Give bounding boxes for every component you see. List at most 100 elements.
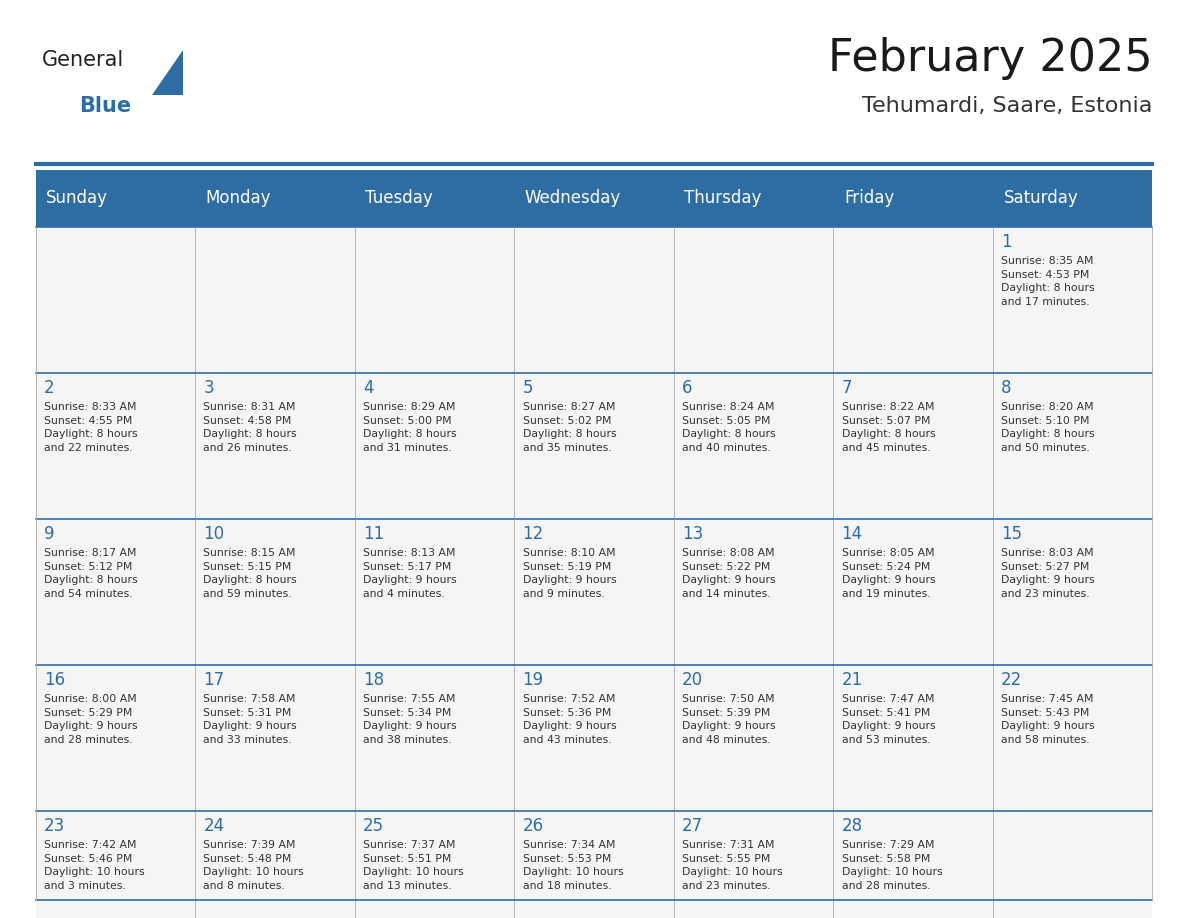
Bar	[36, 227, 195, 373]
Text: Blue: Blue	[80, 96, 132, 117]
Text: Sunrise: 7:39 AM
Sunset: 5:48 PM
Daylight: 10 hours
and 8 minutes.: Sunrise: 7:39 AM Sunset: 5:48 PM Dayligh…	[203, 840, 304, 890]
Bar	[36, 170, 1152, 227]
Text: 24: 24	[203, 817, 225, 835]
Bar	[993, 665, 1152, 811]
Bar	[833, 227, 993, 373]
Bar	[355, 519, 514, 665]
Text: 14: 14	[841, 525, 862, 543]
Bar	[195, 373, 355, 519]
Text: 9: 9	[44, 525, 55, 543]
Text: Sunrise: 8:20 AM
Sunset: 5:10 PM
Daylight: 8 hours
and 50 minutes.: Sunrise: 8:20 AM Sunset: 5:10 PM Dayligh…	[1001, 402, 1095, 453]
Text: Sunrise: 8:00 AM
Sunset: 5:29 PM
Daylight: 9 hours
and 28 minutes.: Sunrise: 8:00 AM Sunset: 5:29 PM Dayligh…	[44, 694, 138, 744]
Text: Sunrise: 7:45 AM
Sunset: 5:43 PM
Daylight: 9 hours
and 58 minutes.: Sunrise: 7:45 AM Sunset: 5:43 PM Dayligh…	[1001, 694, 1095, 744]
Bar	[355, 227, 514, 373]
Text: Sunrise: 8:22 AM
Sunset: 5:07 PM
Daylight: 8 hours
and 45 minutes.: Sunrise: 8:22 AM Sunset: 5:07 PM Dayligh…	[841, 402, 935, 453]
Text: 25: 25	[364, 817, 384, 835]
Bar	[36, 519, 195, 665]
Polygon shape	[152, 50, 183, 95]
Bar	[674, 519, 833, 665]
Text: 27: 27	[682, 817, 703, 835]
Bar	[674, 373, 833, 519]
Text: Monday: Monday	[206, 189, 271, 207]
Text: Sunrise: 7:58 AM
Sunset: 5:31 PM
Daylight: 9 hours
and 33 minutes.: Sunrise: 7:58 AM Sunset: 5:31 PM Dayligh…	[203, 694, 297, 744]
Text: Sunrise: 7:52 AM
Sunset: 5:36 PM
Daylight: 9 hours
and 43 minutes.: Sunrise: 7:52 AM Sunset: 5:36 PM Dayligh…	[523, 694, 617, 744]
Text: 3: 3	[203, 379, 214, 397]
Text: Sunrise: 8:31 AM
Sunset: 4:58 PM
Daylight: 8 hours
and 26 minutes.: Sunrise: 8:31 AM Sunset: 4:58 PM Dayligh…	[203, 402, 297, 453]
Text: Sunrise: 7:47 AM
Sunset: 5:41 PM
Daylight: 9 hours
and 53 minutes.: Sunrise: 7:47 AM Sunset: 5:41 PM Dayligh…	[841, 694, 935, 744]
Text: Saturday: Saturday	[1004, 189, 1079, 207]
Text: 22: 22	[1001, 671, 1023, 689]
Text: 15: 15	[1001, 525, 1022, 543]
Text: Sunrise: 8:33 AM
Sunset: 4:55 PM
Daylight: 8 hours
and 22 minutes.: Sunrise: 8:33 AM Sunset: 4:55 PM Dayligh…	[44, 402, 138, 453]
Text: Sunrise: 8:10 AM
Sunset: 5:19 PM
Daylight: 9 hours
and 9 minutes.: Sunrise: 8:10 AM Sunset: 5:19 PM Dayligh…	[523, 548, 617, 599]
Bar	[514, 665, 674, 811]
Bar	[195, 811, 355, 918]
Text: Sunrise: 8:05 AM
Sunset: 5:24 PM
Daylight: 9 hours
and 19 minutes.: Sunrise: 8:05 AM Sunset: 5:24 PM Dayligh…	[841, 548, 935, 599]
Text: 4: 4	[364, 379, 373, 397]
Text: 12: 12	[523, 525, 544, 543]
Bar	[195, 665, 355, 811]
Text: Sunrise: 7:37 AM
Sunset: 5:51 PM
Daylight: 10 hours
and 13 minutes.: Sunrise: 7:37 AM Sunset: 5:51 PM Dayligh…	[364, 840, 463, 890]
Text: Sunrise: 8:29 AM
Sunset: 5:00 PM
Daylight: 8 hours
and 31 minutes.: Sunrise: 8:29 AM Sunset: 5:00 PM Dayligh…	[364, 402, 456, 453]
Text: Tuesday: Tuesday	[366, 189, 434, 207]
Text: Sunday: Sunday	[46, 189, 108, 207]
Text: 11: 11	[364, 525, 384, 543]
Text: 5: 5	[523, 379, 533, 397]
Text: Sunrise: 7:55 AM
Sunset: 5:34 PM
Daylight: 9 hours
and 38 minutes.: Sunrise: 7:55 AM Sunset: 5:34 PM Dayligh…	[364, 694, 456, 744]
Bar	[514, 811, 674, 918]
Bar	[833, 373, 993, 519]
Bar	[36, 665, 195, 811]
Text: 26: 26	[523, 817, 544, 835]
Bar	[674, 811, 833, 918]
Bar	[355, 811, 514, 918]
Text: 2: 2	[44, 379, 55, 397]
Bar	[355, 665, 514, 811]
Text: February 2025: February 2025	[828, 37, 1152, 80]
Bar	[833, 811, 993, 918]
Text: 17: 17	[203, 671, 225, 689]
Bar	[833, 665, 993, 811]
Text: Sunrise: 8:17 AM
Sunset: 5:12 PM
Daylight: 8 hours
and 54 minutes.: Sunrise: 8:17 AM Sunset: 5:12 PM Dayligh…	[44, 548, 138, 599]
Text: Sunrise: 7:29 AM
Sunset: 5:58 PM
Daylight: 10 hours
and 28 minutes.: Sunrise: 7:29 AM Sunset: 5:58 PM Dayligh…	[841, 840, 942, 890]
Bar	[514, 227, 674, 373]
Text: Sunrise: 8:27 AM
Sunset: 5:02 PM
Daylight: 8 hours
and 35 minutes.: Sunrise: 8:27 AM Sunset: 5:02 PM Dayligh…	[523, 402, 617, 453]
Bar	[993, 373, 1152, 519]
Bar	[993, 227, 1152, 373]
Text: Tehumardi, Saare, Estonia: Tehumardi, Saare, Estonia	[862, 96, 1152, 117]
Text: Sunrise: 7:34 AM
Sunset: 5:53 PM
Daylight: 10 hours
and 18 minutes.: Sunrise: 7:34 AM Sunset: 5:53 PM Dayligh…	[523, 840, 624, 890]
Bar	[993, 519, 1152, 665]
Text: 21: 21	[841, 671, 862, 689]
Text: Sunrise: 8:15 AM
Sunset: 5:15 PM
Daylight: 8 hours
and 59 minutes.: Sunrise: 8:15 AM Sunset: 5:15 PM Dayligh…	[203, 548, 297, 599]
Text: 20: 20	[682, 671, 703, 689]
Bar	[993, 811, 1152, 918]
Text: Sunrise: 8:24 AM
Sunset: 5:05 PM
Daylight: 8 hours
and 40 minutes.: Sunrise: 8:24 AM Sunset: 5:05 PM Dayligh…	[682, 402, 776, 453]
Text: 8: 8	[1001, 379, 1012, 397]
Text: Sunrise: 8:13 AM
Sunset: 5:17 PM
Daylight: 9 hours
and 4 minutes.: Sunrise: 8:13 AM Sunset: 5:17 PM Dayligh…	[364, 548, 456, 599]
Text: 6: 6	[682, 379, 693, 397]
Text: Sunrise: 8:03 AM
Sunset: 5:27 PM
Daylight: 9 hours
and 23 minutes.: Sunrise: 8:03 AM Sunset: 5:27 PM Dayligh…	[1001, 548, 1095, 599]
Text: 18: 18	[364, 671, 384, 689]
Text: Sunrise: 8:35 AM
Sunset: 4:53 PM
Daylight: 8 hours
and 17 minutes.: Sunrise: 8:35 AM Sunset: 4:53 PM Dayligh…	[1001, 256, 1095, 307]
Text: 16: 16	[44, 671, 65, 689]
Text: 10: 10	[203, 525, 225, 543]
Bar	[514, 519, 674, 665]
Text: 1: 1	[1001, 233, 1012, 252]
Text: General: General	[42, 50, 124, 71]
Text: 19: 19	[523, 671, 544, 689]
Text: Friday: Friday	[843, 189, 895, 207]
Bar	[674, 227, 833, 373]
Text: 23: 23	[44, 817, 65, 835]
Bar	[36, 811, 195, 918]
Text: Sunrise: 7:42 AM
Sunset: 5:46 PM
Daylight: 10 hours
and 3 minutes.: Sunrise: 7:42 AM Sunset: 5:46 PM Dayligh…	[44, 840, 145, 890]
Bar	[36, 373, 195, 519]
Text: 7: 7	[841, 379, 852, 397]
Text: 28: 28	[841, 817, 862, 835]
Bar	[514, 373, 674, 519]
Text: Wednesday: Wednesday	[525, 189, 621, 207]
Text: Sunrise: 7:31 AM
Sunset: 5:55 PM
Daylight: 10 hours
and 23 minutes.: Sunrise: 7:31 AM Sunset: 5:55 PM Dayligh…	[682, 840, 783, 890]
Bar	[195, 227, 355, 373]
Text: 13: 13	[682, 525, 703, 543]
Text: Thursday: Thursday	[684, 189, 762, 207]
Bar	[195, 519, 355, 665]
Bar	[833, 519, 993, 665]
